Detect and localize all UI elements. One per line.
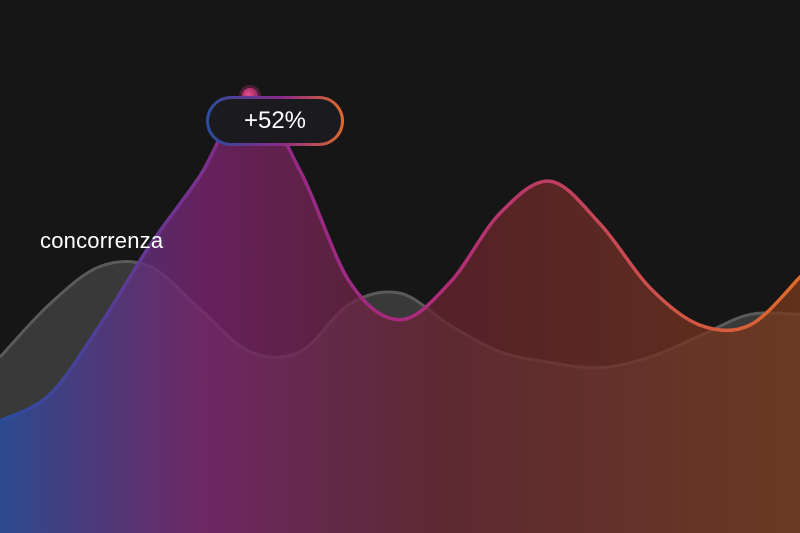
main-area	[0, 95, 800, 533]
main-line	[0, 94, 800, 423]
series-label-concorrenza: concorrenza	[40, 228, 164, 253]
growth-badge: +52%	[206, 96, 344, 146]
